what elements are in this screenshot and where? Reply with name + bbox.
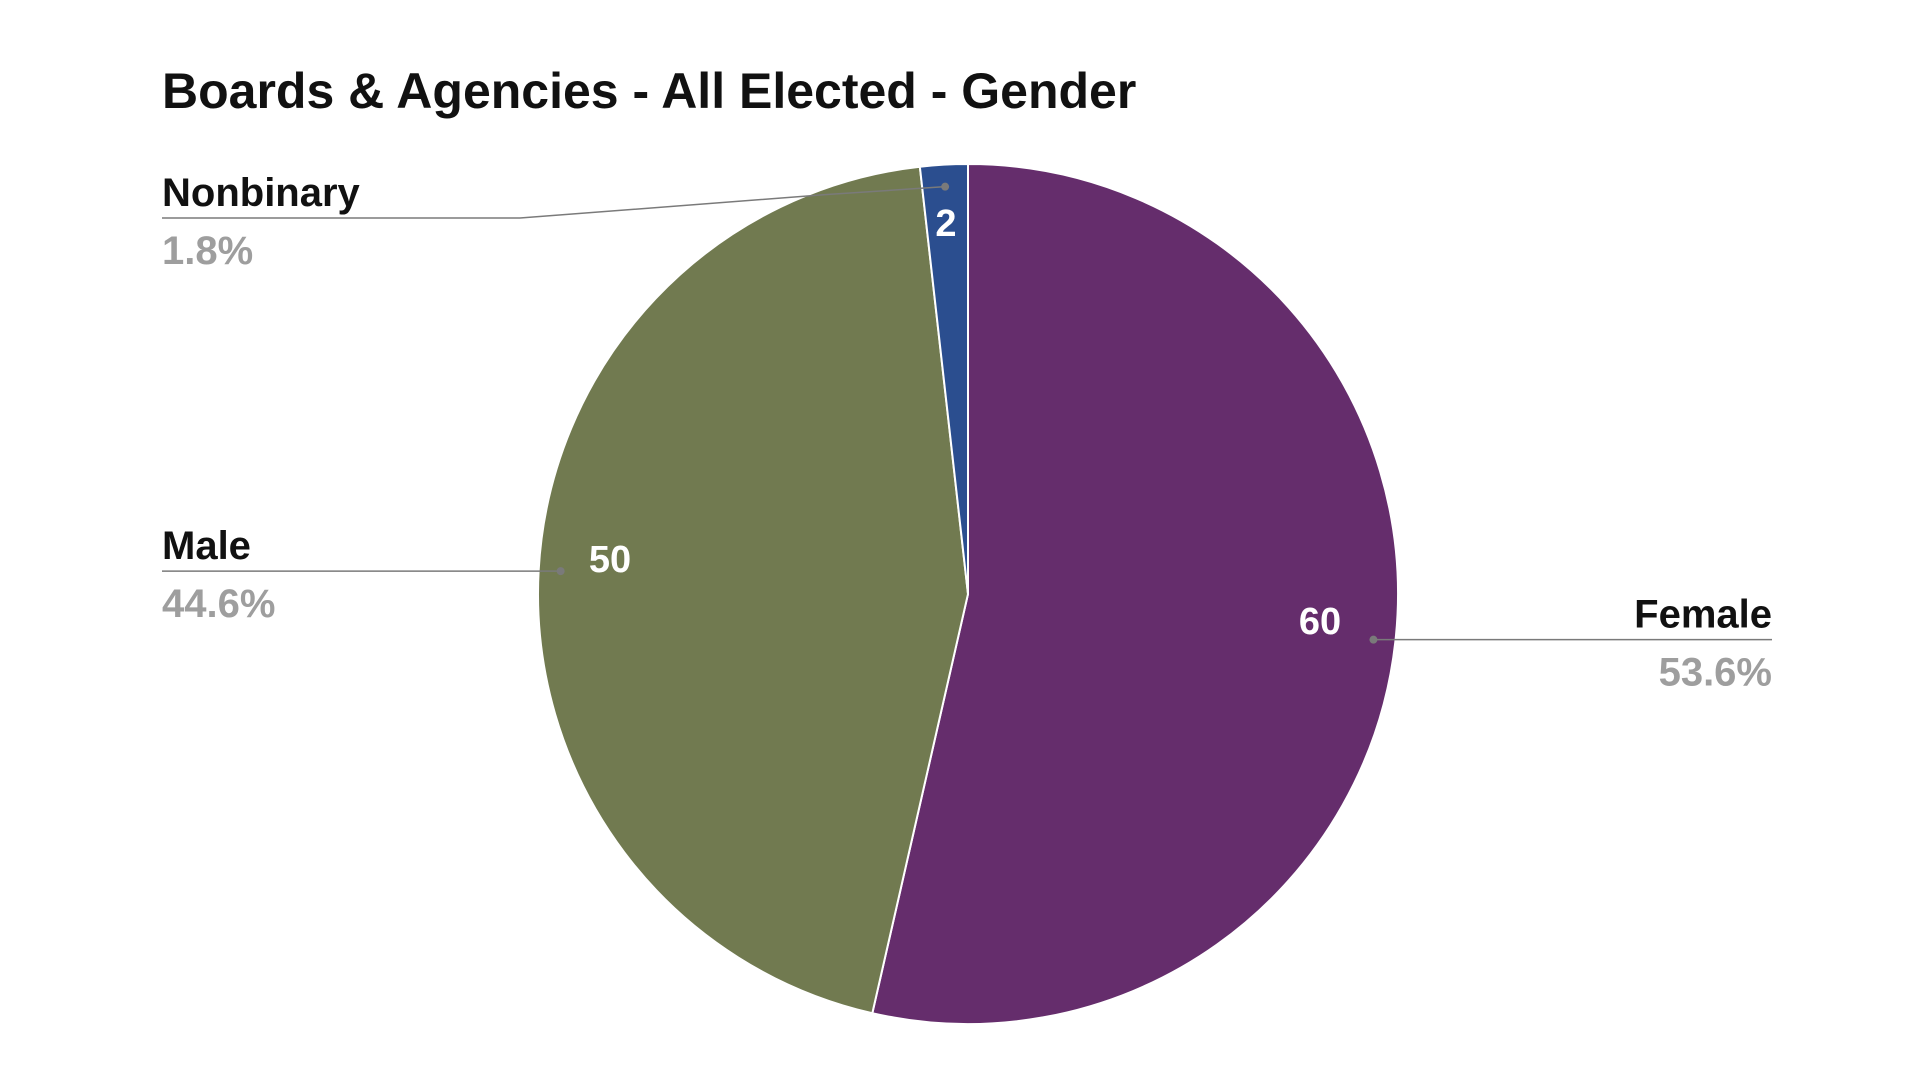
pie-slice-nonbinary [918,162,969,595]
percent-label-nonbinary: 1.8% [162,229,253,273]
value-label-female: 60 [1299,601,1341,643]
leader-line-nonbinary [162,185,946,219]
value-label-male: 50 [589,539,631,581]
chart-title: Boards & Agencies - All Elected - Gender [162,63,1137,119]
category-label-nonbinary: Nonbinary [162,171,361,215]
percent-label-male: 44.6% [162,582,275,626]
value-label-nonbinary: 2 [935,203,956,245]
percent-label-female: 53.6% [1659,651,1772,695]
category-label-female: Female [1634,593,1772,637]
pie-slice-male [537,165,970,1015]
category-label-male: Male [162,524,251,568]
leader-dot-female [1369,635,1378,644]
leader-dot-nonbinary [941,182,950,191]
pie-slice-female [871,162,1399,1025]
leader-dot-male [556,567,565,576]
